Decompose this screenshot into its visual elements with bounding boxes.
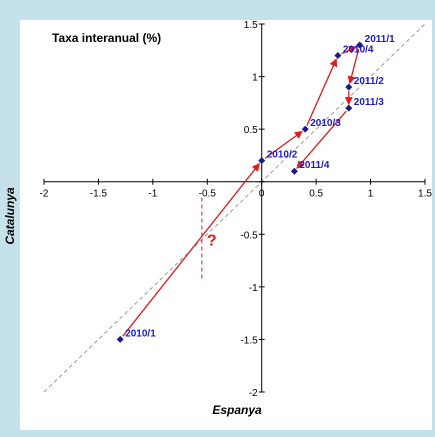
data-point-label: 2011/3 <box>354 97 384 108</box>
data-point-label: 2011/4 <box>299 160 329 171</box>
trajectory-arrow <box>296 110 347 169</box>
data-point <box>356 41 364 49</box>
data-point <box>334 52 342 60</box>
y-tick-label: 1 <box>252 73 258 84</box>
plot-background <box>20 20 432 430</box>
annotation-question-mark: ? <box>207 233 217 250</box>
trajectory-arrow <box>122 163 260 337</box>
y-tick-label: 1.5 <box>244 20 258 31</box>
reference-diagonal-line <box>43 23 426 393</box>
trajectory-arrow <box>306 58 338 126</box>
trajectory-arrow <box>264 130 303 159</box>
x-tick-label: -1 <box>148 189 157 200</box>
x-tick-label: -2 <box>40 189 49 200</box>
trajectory-arrow <box>341 46 357 55</box>
x-tick-label: 1 <box>368 189 374 200</box>
data-point <box>345 83 353 91</box>
data-point <box>290 167 298 175</box>
y-tick-label: -1 <box>249 283 258 294</box>
data-point-label: 2010/1 <box>125 328 156 339</box>
data-point-label: 2011/1 <box>365 34 395 45</box>
data-point-label: 2010/2 <box>267 150 298 161</box>
x-tick-label: -0.5 <box>199 189 217 200</box>
x-axis-title: Espanya <box>212 403 262 417</box>
y-tick-label: -0.5 <box>240 230 258 241</box>
trajectory-arrow <box>347 48 360 85</box>
data-point-label: 2010/3 <box>310 118 341 129</box>
x-tick-label: 0 <box>259 189 265 200</box>
x-tick-label: -1.5 <box>90 189 108 200</box>
data-point-label: 2010/4 <box>343 45 374 56</box>
x-tick-label: 0.5 <box>309 189 323 200</box>
y-tick-label: -1.5 <box>240 335 258 346</box>
y-tick-label: -2 <box>249 388 258 399</box>
x-tick-label: 1.5 <box>418 189 432 200</box>
data-point <box>116 335 124 343</box>
data-point <box>301 125 309 133</box>
y-tick-label: 0.5 <box>244 125 258 136</box>
data-point-label: 2011/2 <box>354 76 384 87</box>
chart-title: Taxa interanual (%) <box>52 31 161 45</box>
data-point <box>345 104 353 112</box>
y-axis-title: Catalunya <box>3 187 17 245</box>
data-point <box>258 157 266 165</box>
